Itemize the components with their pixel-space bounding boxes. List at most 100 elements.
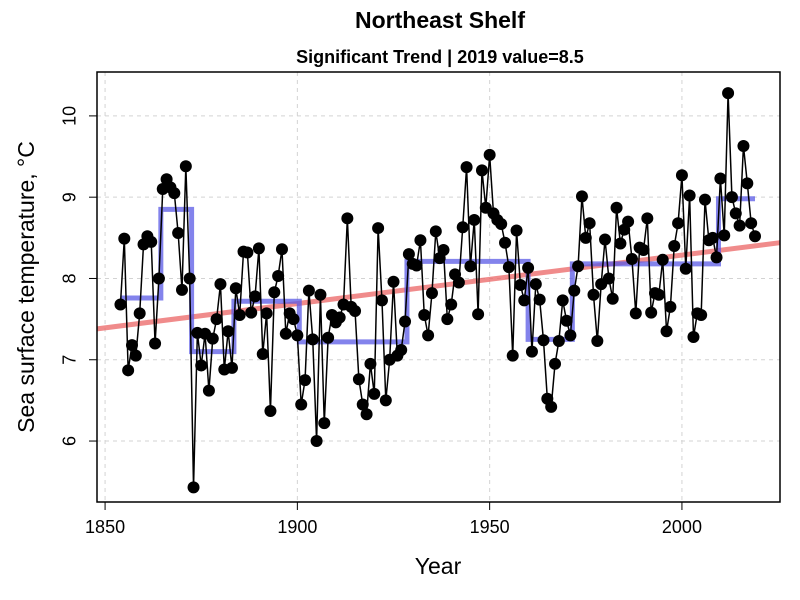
data-point [475, 164, 488, 177]
y-tick-label: 8 [60, 273, 80, 283]
data-point [652, 288, 665, 301]
y-tick-label: 9 [60, 192, 80, 202]
data-point [183, 272, 196, 285]
x-axis-label: Year [415, 553, 462, 579]
data-point [695, 309, 708, 322]
data-point [514, 278, 527, 291]
data-point [556, 294, 569, 307]
data-point [622, 215, 635, 228]
data-point [279, 327, 292, 340]
x-tick-label: 1900 [277, 517, 317, 537]
data-point [268, 286, 281, 299]
data-point [637, 244, 650, 257]
data-point [402, 248, 415, 261]
data-point [333, 311, 346, 324]
data-point [537, 334, 550, 347]
data-point [195, 359, 208, 372]
data-point [122, 364, 135, 377]
data-point [675, 169, 688, 182]
data-point [522, 261, 535, 274]
data-point [683, 189, 696, 202]
data-point [341, 212, 354, 225]
data-point [410, 259, 423, 272]
data-point [225, 361, 238, 374]
data-point [272, 270, 285, 283]
data-point [233, 309, 246, 322]
data-point [572, 260, 585, 273]
data-point [518, 294, 531, 307]
data-point [714, 172, 727, 185]
data-point [506, 349, 519, 362]
y-tick-label: 6 [60, 436, 80, 446]
data-point [295, 398, 308, 411]
data-point [660, 325, 673, 338]
data-point [375, 294, 388, 307]
data-point [483, 148, 496, 161]
data-line [119, 93, 756, 488]
data-point [668, 239, 681, 252]
data-point [395, 343, 408, 356]
data-point [679, 262, 692, 275]
chart-title: Northeast Shelf [355, 7, 525, 33]
data-point [318, 417, 331, 430]
data-point [610, 201, 623, 214]
data-point [468, 213, 481, 226]
data-point [399, 315, 412, 328]
data-point [368, 387, 381, 400]
data-point [414, 234, 427, 247]
data-point [287, 313, 300, 326]
data-point [591, 335, 604, 348]
data-point [664, 300, 677, 313]
data-point [256, 348, 269, 361]
data-point [425, 287, 438, 300]
data-point [133, 307, 146, 320]
data-point [725, 191, 738, 204]
data-point [529, 278, 542, 291]
data-point [352, 373, 365, 386]
data-point [260, 307, 273, 320]
data-point [606, 292, 619, 305]
data-point [275, 243, 288, 256]
data-point [252, 242, 265, 255]
data-point [175, 283, 188, 296]
data-point [568, 284, 581, 297]
data-point [545, 400, 558, 413]
data-point [441, 313, 454, 326]
data-point [729, 207, 742, 220]
data-point [222, 325, 235, 338]
data-point [625, 252, 638, 265]
x-tick-label: 1950 [470, 517, 510, 537]
data-point [452, 276, 465, 289]
data-point [379, 394, 392, 407]
data-point [422, 329, 435, 342]
data-point [214, 278, 227, 291]
data-point [202, 384, 215, 397]
data-point [418, 309, 431, 322]
data-point [118, 232, 131, 245]
data-point [645, 306, 658, 319]
data-point [372, 222, 385, 235]
data-point [187, 481, 200, 494]
data-point [349, 304, 362, 317]
data-point [229, 282, 242, 295]
data-point [149, 337, 162, 350]
y-tick-label: 7 [60, 355, 80, 365]
data-point [672, 217, 685, 230]
data-point [552, 335, 565, 348]
data-point [733, 219, 746, 232]
data-point [602, 272, 615, 285]
data-point [314, 288, 327, 301]
data-point [437, 244, 450, 257]
data-point [641, 212, 654, 225]
data-point [533, 293, 546, 306]
data-point [445, 298, 458, 311]
data-point [429, 225, 442, 238]
data-point [549, 357, 562, 370]
x-tick-label: 1850 [85, 517, 125, 537]
data-point [322, 331, 335, 344]
data-point [718, 229, 731, 242]
data-point [575, 190, 588, 203]
data-point [310, 435, 323, 448]
data-point [245, 306, 258, 319]
data-point [495, 218, 508, 231]
